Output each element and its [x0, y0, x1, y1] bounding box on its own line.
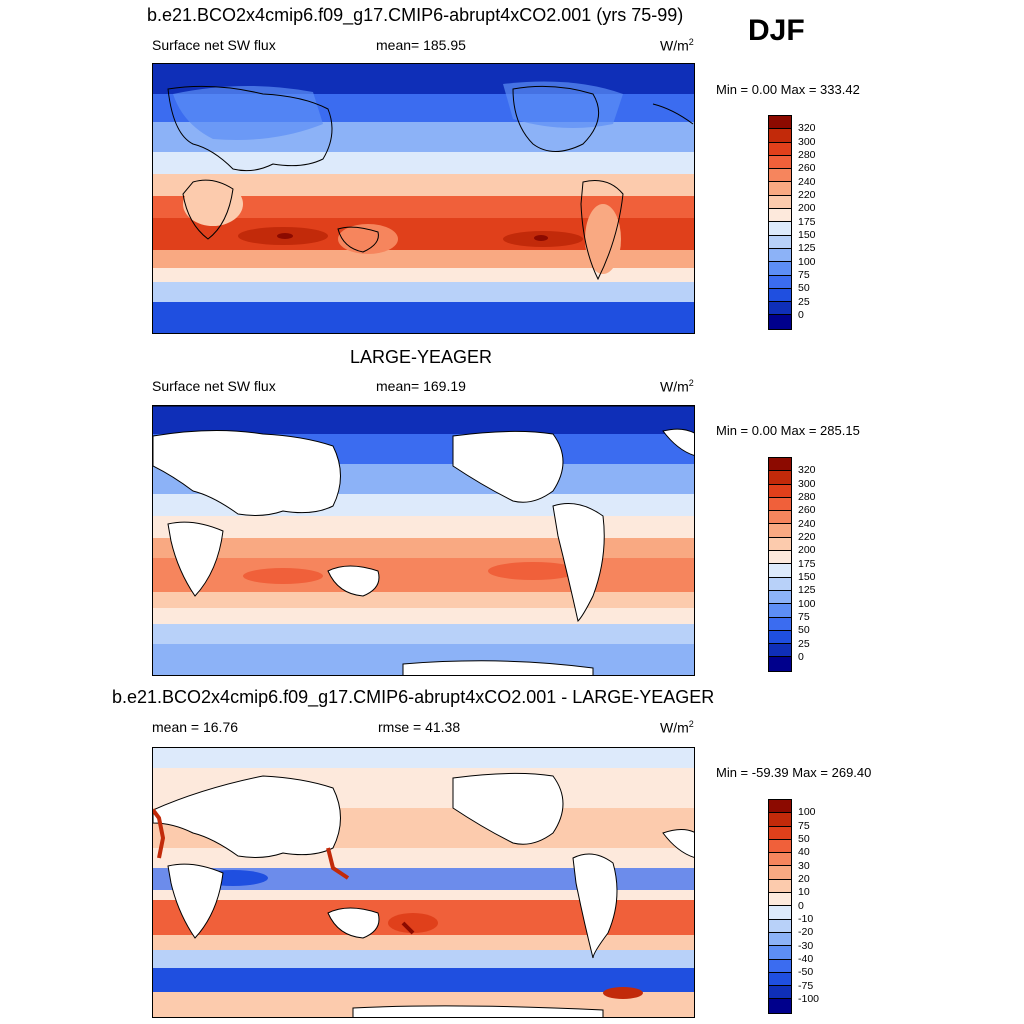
panel3-colorbar-label: 20	[798, 873, 810, 885]
panel2-title: LARGE-YEAGER	[350, 347, 493, 367]
panel1-colorbar-label: 175	[798, 216, 816, 228]
panel2-colorbar-label: 100	[798, 598, 816, 610]
panel2-colorbar-label: 280	[798, 491, 816, 503]
panel3-colorbar-label: -10	[798, 913, 814, 925]
panel2-units: W/m2	[660, 378, 694, 395]
panel1-colorbar-label: 260	[798, 162, 816, 174]
panel3-units: W/m2	[660, 719, 694, 736]
panel3-colorbar	[768, 799, 792, 1014]
panel3-map	[152, 747, 695, 1018]
panel3-colorbar-label: 30	[798, 860, 810, 872]
panel1-colorbar-label: 50	[798, 282, 810, 294]
panel2-colorbar	[768, 457, 792, 672]
panel2-colorbar-label: 300	[798, 478, 816, 490]
panel1-colorbar-label: 220	[798, 189, 816, 201]
panel3-minmax: Min = -59.39 Max = 269.40	[716, 765, 872, 780]
panel2-colorbar-label: 75	[798, 611, 810, 623]
panel1-colorbar-label: 25	[798, 296, 810, 308]
panel2-variable-label: Surface net SW flux	[152, 378, 276, 394]
season-label: DJF	[748, 14, 805, 47]
panel1-colorbar-label: 300	[798, 136, 816, 148]
panel1-colorbar-label: 0	[798, 309, 804, 321]
panel2-colorbar-label: 220	[798, 531, 816, 543]
panel3-rmse-label: rmse = 41.38	[378, 719, 461, 735]
panel2-colorbar-label: 25	[798, 638, 810, 650]
panel1-colorbar-label: 320	[798, 122, 816, 134]
panel3-colorbar-label: 100	[798, 806, 816, 818]
panel3-colorbar-label: 75	[798, 820, 810, 832]
panel2-colorbar-label: 125	[798, 584, 816, 596]
panel1-colorbar-label: 100	[798, 256, 816, 268]
panel1-colorbar-label: 75	[798, 269, 810, 281]
panel2-map	[152, 405, 695, 676]
panel1-units: W/m2	[660, 37, 694, 54]
panel3-colorbar-label: -20	[798, 926, 814, 938]
panel2-mean-label: mean= 169.19	[376, 378, 466, 394]
panel3-colorbar-label: -50	[798, 966, 814, 978]
panel1-title: b.e21.BCO2x4cmip6.f09_g17.CMIP6-abrupt4x…	[147, 5, 684, 25]
panel2-colorbar-label: 150	[798, 571, 816, 583]
panel3-colorbar-label: 0	[798, 900, 804, 912]
panel2-colorbar-label: 175	[798, 558, 816, 570]
panel1-variable-label: Surface net SW flux	[152, 37, 276, 53]
panel1-colorbar-label: 200	[798, 202, 816, 214]
panel1-colorbar-label: 280	[798, 149, 816, 161]
panel2-colorbar-label: 240	[798, 518, 816, 530]
panel1-colorbar-label: 125	[798, 242, 816, 254]
panel3-colorbar-label: -30	[798, 940, 814, 952]
panel1-mean-label: mean= 185.95	[376, 37, 466, 53]
panel3-mean-label: mean = 16.76	[152, 719, 239, 735]
panel1-colorbar-label: 240	[798, 176, 816, 188]
panel1-minmax: Min = 0.00 Max = 333.42	[716, 82, 860, 97]
panel1-map	[152, 63, 695, 334]
panel3-colorbar-label: 50	[798, 833, 810, 845]
panel3-title: b.e21.BCO2x4cmip6.f09_g17.CMIP6-abrupt4x…	[112, 687, 715, 707]
panel3-colorbar-label: 10	[798, 886, 810, 898]
panel1-colorbar-label: 150	[798, 229, 816, 241]
panel3-colorbar-label: -40	[798, 953, 814, 965]
panel3-colorbar-label: -75	[798, 980, 814, 992]
panel2-colorbar-label: 260	[798, 504, 816, 516]
panel2-colorbar-label: 200	[798, 544, 816, 556]
panel2-colorbar-label: 320	[798, 464, 816, 476]
panel2-colorbar-label: 0	[798, 651, 804, 663]
panel3-colorbar-label: -100	[798, 993, 820, 1005]
panel2-minmax: Min = 0.00 Max = 285.15	[716, 423, 860, 438]
panel1-colorbar	[768, 115, 792, 330]
panel2-colorbar-label: 50	[798, 624, 810, 636]
panel3-colorbar-label: 40	[798, 846, 810, 858]
